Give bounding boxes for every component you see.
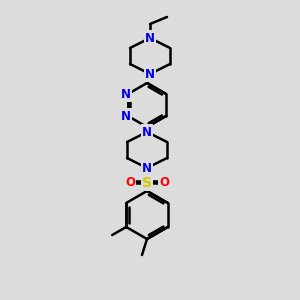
Text: N: N — [142, 161, 152, 175]
Text: N: N — [121, 88, 131, 100]
Text: S: S — [142, 176, 152, 190]
Text: N: N — [145, 68, 155, 80]
Text: O: O — [159, 176, 169, 190]
Text: N: N — [145, 32, 155, 44]
Text: O: O — [125, 176, 135, 190]
Text: N: N — [142, 125, 152, 139]
Text: N: N — [121, 110, 131, 122]
